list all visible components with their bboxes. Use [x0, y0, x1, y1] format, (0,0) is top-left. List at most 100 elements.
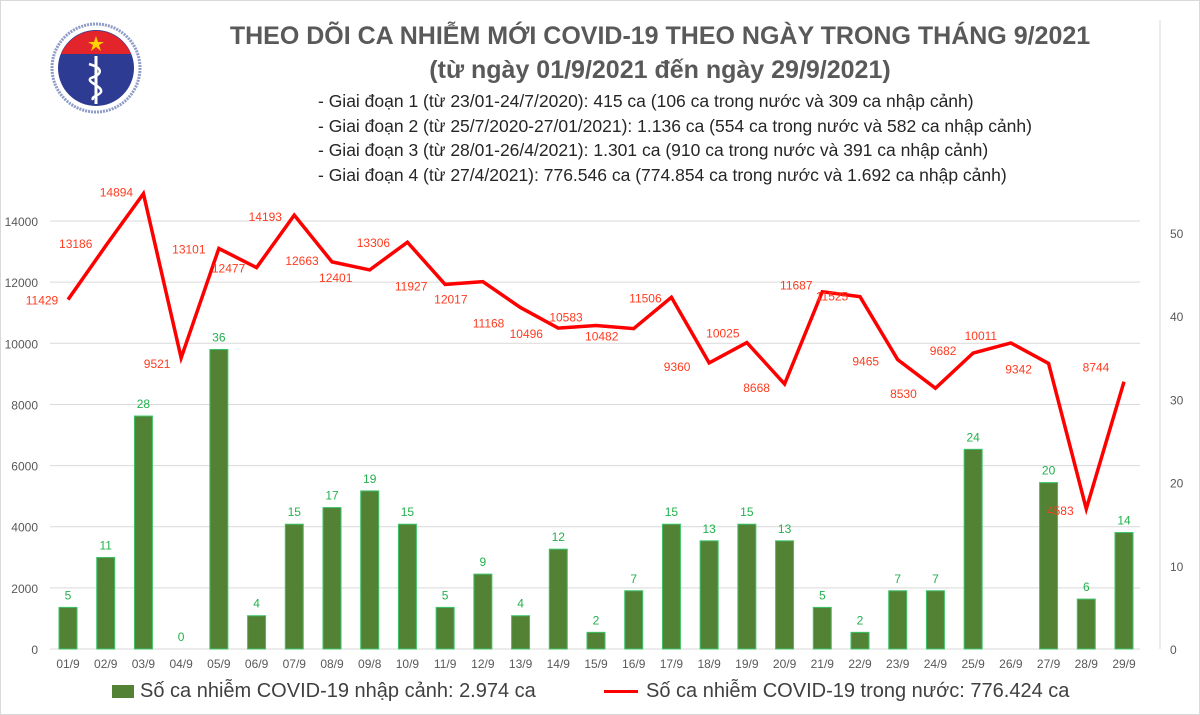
x-tick: 18/9 [697, 657, 721, 671]
y-left-tick: 14000 [5, 215, 39, 229]
bar-label: 15 [288, 505, 302, 519]
y-left-tick: 12000 [5, 276, 39, 290]
bar [133, 415, 153, 650]
x-tick: 17/9 [660, 657, 684, 671]
x-tick: 05/9 [207, 657, 231, 671]
x-tick: 11/9 [434, 657, 457, 671]
bar-label: 36 [212, 330, 226, 344]
y-left-tick: 2000 [11, 582, 38, 596]
bar-label: 6 [1083, 580, 1090, 594]
line-label: 11927 [395, 279, 428, 293]
line-label: 14193 [249, 210, 283, 224]
y-right-tick: 0 [1170, 643, 1177, 657]
line-label: 9342 [1005, 362, 1032, 376]
x-tick: 08/9 [320, 657, 344, 671]
x-tick: 07/9 [283, 657, 307, 671]
x-tick: 16/9 [622, 657, 646, 671]
line-label: 11429 [26, 294, 59, 308]
y-right-tick: 10 [1170, 560, 1184, 574]
line-label: 10482 [585, 330, 619, 344]
line-label: 13101 [172, 243, 206, 257]
bar-label: 5 [65, 588, 72, 602]
line-label: 13306 [357, 236, 391, 250]
bar [888, 590, 908, 650]
bar-label: 15 [740, 505, 754, 519]
bar-label: 14 [1117, 514, 1131, 528]
y-right-tick: 20 [1170, 477, 1184, 491]
line-label: 12477 [212, 262, 246, 276]
line-label: 8668 [743, 381, 770, 395]
bar [1039, 482, 1059, 650]
y-left-tick: 8000 [11, 398, 38, 412]
bar [624, 590, 644, 650]
line-label: 9465 [852, 355, 879, 369]
bar [1076, 598, 1096, 650]
y-left-tick: 0 [31, 643, 38, 657]
bar [435, 606, 455, 650]
line-label: 10025 [706, 327, 740, 341]
line-label: 10011 [965, 329, 998, 343]
x-tick: 04/9 [169, 657, 193, 671]
x-tick: 03/9 [132, 657, 156, 671]
bar [925, 590, 945, 650]
phase-2: - Giai đoạn 2 (từ 25/7/2020-27/01/2021):… [318, 115, 1032, 136]
line-label: 12401 [319, 271, 353, 285]
y-right-tick: 50 [1170, 227, 1184, 241]
bar [96, 556, 116, 650]
bar-label: 7 [630, 572, 637, 586]
line-label: 9682 [930, 344, 957, 358]
bar-label: 2 [593, 613, 600, 627]
legend-line: Số ca nhiễm COVID-19 trong nước: 776.424… [604, 680, 1069, 703]
x-tick: 24/9 [924, 657, 948, 671]
line-label: 13186 [59, 237, 93, 251]
line-label: 11506 [629, 291, 662, 305]
x-tick: 14/9 [547, 657, 571, 671]
bar-label: 4 [253, 597, 260, 611]
line-label: 9521 [144, 357, 171, 371]
bar-label: 5 [819, 588, 826, 602]
bar [699, 540, 719, 650]
x-tick: 19/9 [735, 657, 759, 671]
legend-bar: Số ca nhiễm COVID-19 nhập cảnh: 2.974 ca [112, 680, 536, 703]
phase-3: - Giai đoạn 3 (từ 28/01-26/4/2021): 1.30… [318, 140, 989, 160]
line-label: 10583 [549, 310, 583, 324]
bar-label: 24 [966, 430, 980, 444]
x-tick: 29/9 [1112, 657, 1136, 671]
chart-subtitle: (từ ngày 01/9/2021 đến ngày 29/9/2021) [429, 56, 891, 84]
bar [58, 606, 78, 650]
y-right-tick: 40 [1170, 310, 1184, 324]
bar-label: 7 [932, 572, 939, 586]
bar [586, 631, 606, 650]
legend-bar-label: Số ca nhiễm COVID-19 nhập cảnh: 2.974 ca [140, 680, 536, 702]
bar-label: 19 [363, 472, 377, 486]
bar-label: 9 [480, 555, 487, 569]
bar [397, 523, 417, 650]
bar [247, 615, 267, 650]
y-left-tick: 10000 [5, 337, 39, 351]
bar-label: 28 [137, 397, 151, 411]
x-tick: 20/9 [773, 657, 797, 671]
bar [548, 548, 568, 650]
line-series [66, 189, 1126, 516]
bar-label: 11 [99, 538, 112, 552]
bar-label: 5 [442, 588, 449, 602]
line-label: 4583 [1047, 504, 1074, 518]
bar-label: 13 [702, 522, 716, 536]
line-label: 8744 [1083, 361, 1110, 375]
bar-label: 20 [1042, 464, 1056, 478]
x-tick: 01/9 [56, 657, 80, 671]
phase-4: - Giai đoạn 4 (từ 27/4/2021): 776.546 ca… [318, 164, 1007, 185]
x-tick: 13/9 [509, 657, 533, 671]
x-tick: 25/9 [961, 657, 985, 671]
bar [661, 523, 681, 650]
x-tick: 27/9 [1037, 657, 1061, 671]
line-label: 12017 [434, 293, 468, 307]
line-label: 12663 [285, 254, 319, 268]
y-left-tick: 4000 [11, 521, 38, 535]
bar-label: 13 [778, 522, 792, 536]
y-left-tick: 6000 [11, 460, 38, 474]
bar [850, 631, 870, 650]
bar [284, 523, 304, 650]
bar-label: 0 [178, 630, 185, 644]
